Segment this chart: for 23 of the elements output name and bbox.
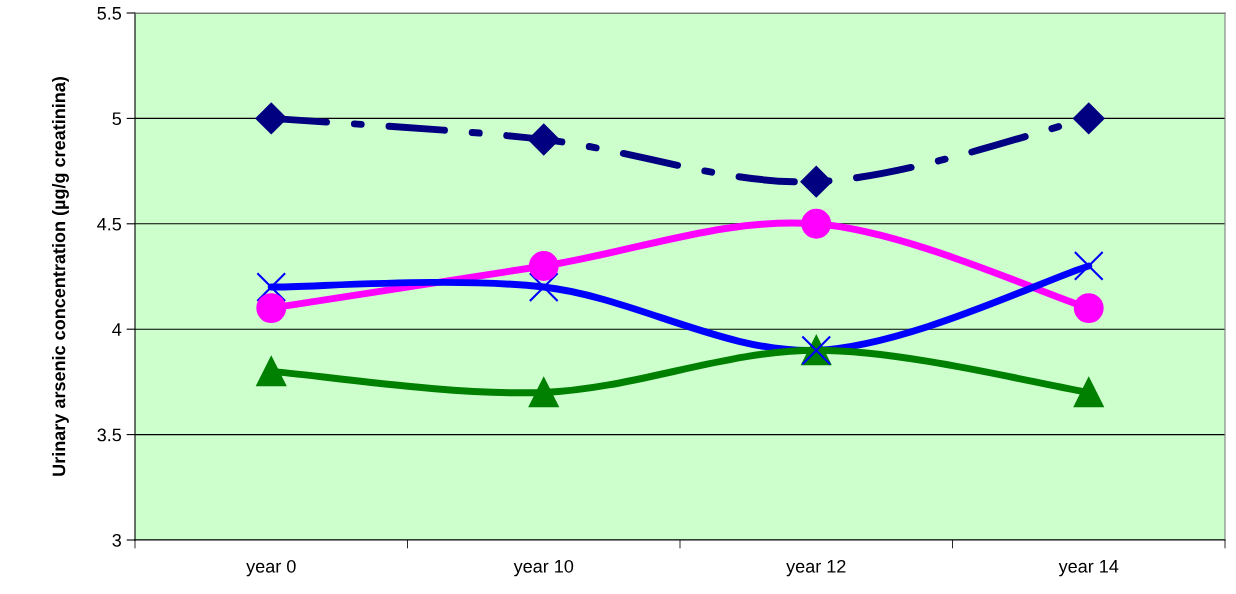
point <box>528 377 559 408</box>
point <box>1073 293 1104 324</box>
x-tick-label: year 14 <box>1058 560 1119 577</box>
point <box>1072 102 1105 135</box>
point <box>528 251 559 281</box>
x-tick-label: year 0 <box>246 559 296 577</box>
y-tick-label: 5.5 <box>97 7 122 20</box>
y-tick-label: 4 <box>112 323 122 336</box>
y-axis-title: Urinary arsenic concentration (µg/g creatinina) <box>52 77 69 476</box>
x-tick-label: year 12 <box>786 559 846 577</box>
y-tick-label: 4.5 <box>97 217 122 231</box>
point <box>801 208 832 239</box>
y-tick-label: 3.5 <box>97 428 122 442</box>
point <box>256 293 287 324</box>
x-tick-label: year 10 <box>513 559 574 577</box>
point <box>527 123 560 156</box>
point <box>1073 251 1104 281</box>
point <box>800 165 833 198</box>
point <box>256 356 287 387</box>
y-tick-label: 5 <box>112 112 122 126</box>
point <box>255 102 288 135</box>
point <box>1073 377 1104 408</box>
y-tick-label: 3 <box>112 533 122 547</box>
